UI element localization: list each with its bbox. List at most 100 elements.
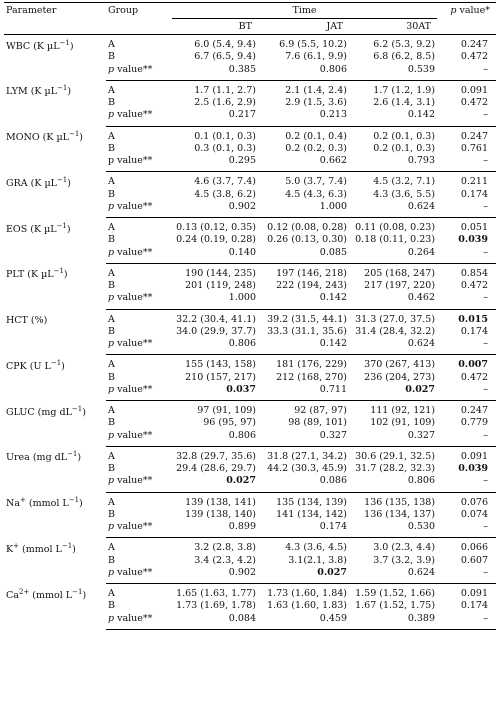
group-label: A: [108, 450, 115, 462]
table-cell: 135 (134, 139): [276, 496, 347, 508]
table-cell: 0.806: [172, 338, 258, 356]
table-cell: 0.084: [172, 612, 258, 630]
table-cell: 0.217: [172, 109, 258, 127]
pvalue-cell: –: [437, 246, 497, 264]
pvalue-label: p value**: [106, 63, 172, 81]
header-30at: 30AT: [349, 18, 438, 35]
pvalue-cell: –: [437, 383, 497, 401]
table-cell: 222 (194, 243): [276, 280, 347, 291]
table-cell: 155 (143, 158): [185, 359, 256, 371]
pvalue-cell: 0.074: [460, 508, 489, 520]
table-row: p value** 0.902 1.000 0.624–: [4, 200, 497, 218]
group-label: A: [108, 542, 115, 554]
group-label: B: [108, 508, 115, 520]
table-cell: 0.899: [172, 521, 258, 539]
pvalue-label: p value**: [106, 109, 172, 127]
table-cell: 44.2 (30.3, 45.9): [267, 463, 347, 474]
table-row: p value** 0.295 0.662 0.793–: [4, 155, 497, 173]
table-cell: 31.7 (28.2, 32.3): [355, 463, 436, 474]
parameter-name: Ca2+ (mmol L−1): [6, 587, 87, 601]
table-cell: 0.793: [349, 155, 438, 173]
table-row: p value** 0.217 0.213 0.142–: [4, 109, 497, 127]
table-cell: 0.086: [258, 475, 349, 493]
table-cell: 0.295: [172, 155, 258, 173]
unit-superscript: −1: [56, 221, 67, 230]
pvalue-cell: 0.039: [458, 463, 489, 474]
table-cell: 0.26 (0.13, 0.30): [267, 234, 347, 246]
unit-superscript: −1: [67, 450, 78, 459]
table-cell: 0.142: [258, 292, 349, 310]
table-cell: 141 (134, 142): [276, 508, 347, 520]
table-cell: 5.0 (3.7, 7.4): [285, 176, 347, 188]
pvalue-label: p value**: [106, 200, 172, 218]
table-cell: 212 (168, 270): [276, 371, 347, 383]
table-cell: 0.3 (0.1, 0.3): [194, 142, 256, 154]
table-cell: 2.6 (1.4, 3.1): [373, 97, 436, 108]
table-cell: 0.12 (0.08, 0.28): [267, 222, 347, 233]
table-row: p value** 0.385 0.806 0.539–: [4, 63, 497, 81]
group-label: A: [108, 588, 115, 599]
pvalue-cell: 0.066: [460, 542, 489, 554]
table-cell: 0.806: [258, 63, 349, 81]
pvalue-label-italic: p: [108, 200, 115, 212]
table-cell: 0.027: [349, 383, 438, 401]
group-label: A: [108, 496, 115, 508]
pvalue-cell: 0.174: [460, 325, 489, 337]
group-label: A: [108, 84, 115, 96]
table-cell: 201 (119, 248): [185, 280, 256, 291]
parameter-name: HCT (%): [6, 315, 48, 326]
table-cell: 0.18 (0.11, 0.23): [355, 234, 436, 246]
table-row: p value** 0.027 0.086 0.806–: [4, 475, 497, 493]
pvalue-cell: 0.247: [460, 405, 489, 416]
table-cell: 3.0 (2.3, 4.4): [373, 542, 436, 554]
pvalue-label: p value**: [106, 566, 172, 584]
pvalue-label-italic: p: [108, 383, 115, 395]
pvalue-cell: 0.174: [460, 600, 489, 612]
pvalue-cell: 0.247: [460, 39, 489, 50]
pvalue-cell: 0.076: [460, 496, 489, 508]
table-cell: 0.037: [172, 383, 258, 401]
pvalue-cell: –: [437, 338, 497, 356]
table-cell: 4.5 (3.8, 6.2): [194, 188, 256, 200]
table-row: LYM (K µL−1) A 1.7 (1.1, 2.7) 2.1 (1.4, 2.4…: [4, 80, 496, 98]
pvalue-cell: –: [437, 521, 497, 539]
pvalue-cell: 0.607: [460, 554, 489, 566]
table-row: GRA (K µL−1) A 4.6 (3.7, 7.4) 5.0 (3.7, 7.4…: [4, 172, 496, 189]
table-cell: 102 (91, 109): [370, 417, 436, 429]
table-row: PLT (K µL−1) A 190 (144, 235) 197 (146, 218…: [4, 263, 496, 281]
table-cell: 0.327: [258, 429, 349, 447]
table-cell: 0.327: [349, 429, 438, 447]
table-row: EOS (K µL−1) A 0.13 (0.12, 0.35) 0.12 (0.08…: [4, 218, 496, 235]
pvalue-label-italic: p: [108, 109, 115, 121]
pvalue-cell: 0.091: [460, 450, 489, 462]
table-cell: 4.5 (3.2, 7.1): [373, 176, 436, 188]
table-cell: 370 (267, 413): [364, 359, 436, 371]
table-cell: 3.1(2.1, 3.8): [288, 554, 347, 566]
group-label: A: [108, 267, 115, 279]
table-cell: 0.174: [258, 521, 349, 539]
table-cell: 3.2 (2.8, 3.8): [194, 542, 256, 554]
parameter-name: CPK (U L−1): [6, 358, 65, 372]
pvalue-cell: 0.472: [460, 280, 489, 291]
table-cell: 0.902: [172, 566, 258, 584]
table-cell: 181 (176, 229): [276, 359, 347, 371]
unit-superscript: −1: [72, 587, 83, 596]
table-cell: 0.459: [258, 612, 349, 630]
table-cell: 0.711: [258, 383, 349, 401]
pvalue-cell: 0.854: [460, 267, 489, 279]
pvalue-label-italic: p: [108, 429, 115, 441]
table-cell: 136 (135, 138): [364, 496, 436, 508]
data-table: Parameter Group Time p value* BT JAT 30A…: [4, 2, 497, 630]
table-cell: 0.24 (0.19, 0.28): [176, 234, 256, 246]
pvalue-label: p value**: [106, 338, 172, 356]
table-cell: 6.8 (6.2, 8.5): [373, 51, 436, 63]
parameter-name: GRA (K µL−1): [6, 175, 71, 189]
table-cell: 39.2 (31.5, 44.1): [267, 313, 347, 325]
table-row: B 29.4 (28.6, 29.7) 44.2 (30.3, 45.9) 31.7 …: [4, 463, 496, 475]
pvalue-cell: 0.211: [460, 176, 489, 188]
table-cell: 0.027: [258, 566, 349, 584]
group-label: B: [108, 554, 115, 566]
table-row: B 34.0 (29.9, 37.7) 33.3 (31.1, 35.6) 31.4 …: [4, 326, 496, 338]
group-label: A: [108, 359, 115, 371]
table-row: B 210 (157, 217) 212 (168, 270) 236 (204, 2…: [4, 372, 496, 384]
